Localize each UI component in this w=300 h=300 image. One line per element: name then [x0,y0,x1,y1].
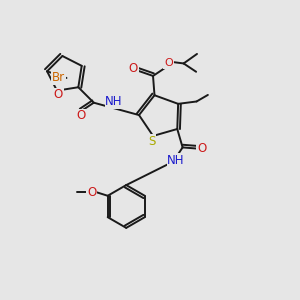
Text: O: O [87,186,96,199]
Text: NH: NH [167,154,185,167]
Text: O: O [76,109,85,122]
Text: O: O [164,58,173,68]
Text: S: S [148,135,156,148]
Text: O: O [197,142,206,155]
Text: NH: NH [105,95,123,108]
Text: O: O [129,62,138,75]
Text: O: O [54,88,63,101]
Text: Br: Br [52,71,65,85]
